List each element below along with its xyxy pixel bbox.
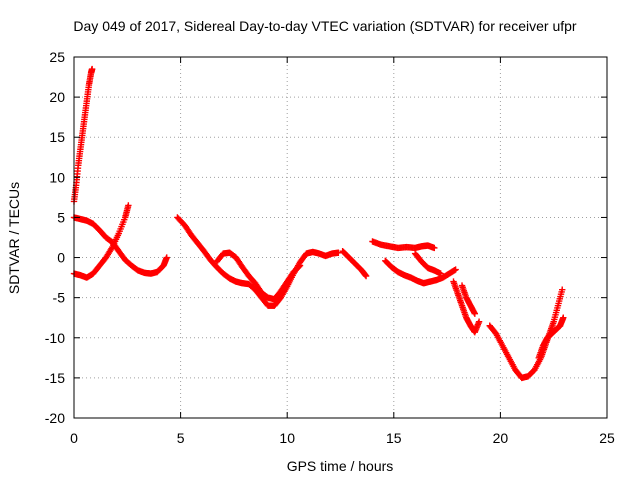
y-tick-label: 15 [49,129,65,145]
x-axis-label: GPS time / hours [287,458,394,474]
series-track-7 [369,238,438,252]
series-track-5 [213,249,304,303]
data-point [471,310,479,317]
data-point [437,270,444,277]
y-tick-label: 5 [57,209,65,225]
chart-title: Day 049 of 2017, Sidereal Day-to-day VTE… [73,18,577,34]
y-tick-label: 20 [49,89,65,105]
series-track-10 [450,278,483,336]
data-point [295,263,303,270]
y-tick-label: -10 [45,330,65,346]
series-track-4 [174,214,342,309]
y-tick-label: 25 [49,49,65,65]
data-point [559,286,566,293]
data-marks [70,65,567,382]
y-tick-label: -5 [53,290,66,306]
data-point [163,254,170,261]
series-track-9 [411,250,444,277]
x-tick-label: 20 [493,430,509,446]
y-tick-label: -15 [45,370,65,386]
data-point [88,65,96,73]
data-point [452,266,459,273]
y-tick-label: -20 [45,410,65,426]
series-track-13 [535,314,567,362]
series-track-2 [70,202,132,281]
series-track-8 [382,257,459,287]
data-point [125,202,132,209]
series-track-3 [70,214,170,277]
data-point [560,314,567,321]
x-tick-label: 15 [386,430,402,446]
y-tick-label: 0 [57,250,65,266]
data-point [296,262,304,269]
x-tick-label: 0 [70,430,78,446]
x-tick-label: 25 [599,430,615,446]
x-tick-label: 10 [279,430,295,446]
y-tick-label: 10 [49,169,65,185]
series-track-11 [458,282,479,317]
y-axis-label: SDTVAR / TECUs [6,182,22,294]
data-point [475,318,483,325]
x-tick-label: 5 [177,430,185,446]
series-track-6 [339,247,370,280]
grid-layer [74,57,607,418]
data-point [362,272,370,280]
plot-frame [73,56,608,419]
data-point [431,244,438,252]
axis-ticks: 0 5 10 15 20 25 -20 -15 -10 -5 0 5 10 15 20 25 [45,49,615,446]
